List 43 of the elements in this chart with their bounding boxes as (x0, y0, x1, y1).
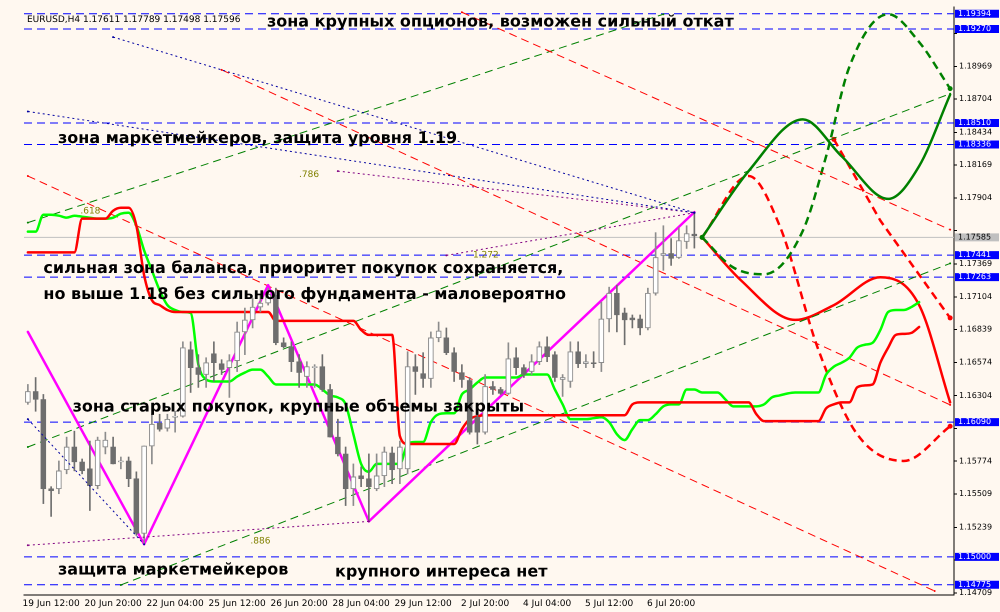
x-tick-label: 29 Jun 12:00 (394, 598, 452, 609)
annotation: 1.272 (472, 250, 499, 260)
ref-line-label: 1.18336 (958, 140, 992, 149)
ref-line-label: 1.19270 (958, 24, 992, 34)
y-tick-label: 1.16839 (959, 324, 992, 334)
annotation: крупного интереса нет (334, 561, 548, 580)
annotation: защита маркетмейкеров (58, 559, 288, 578)
annotation: .886 (250, 536, 271, 547)
x-tick-label: 2 Jul 20:00 (461, 598, 510, 609)
x-tick-label: 20 Jun 20:00 (84, 598, 142, 609)
x-tick-label: 4 Jul 04:00 (523, 598, 572, 609)
y-tick-label: 1.15239 (959, 522, 992, 532)
x-tick-label: 19 Jun 12:00 (22, 598, 80, 609)
ref-line-label: 1.14775 (958, 580, 992, 589)
y-tick-label: 1.18434 (959, 127, 992, 136)
y-tick-label: 1.16574 (959, 357, 992, 366)
ref-line-label: 1.17441 (958, 250, 992, 260)
text: EURUSD,H4 1.17611 1.17789 1.17498 1.17596 (27, 15, 241, 26)
annotation: зона крупных опционов, возможен сильный откат (266, 12, 734, 31)
x-tick-label: 6 Jul 20:00 (647, 598, 696, 609)
y-tick-label: 1.17904 (959, 192, 992, 202)
y-tick-label: 1.17104 (959, 292, 992, 301)
y-tick-label: 1.15509 (959, 489, 992, 498)
annotation: .786 (299, 170, 320, 180)
y-tick-label: 1.18969 (959, 61, 992, 70)
ref-line-label: 1.15000 (958, 552, 992, 561)
x-tick-label: 26 Jun 20:00 (270, 598, 328, 609)
y-tick-label: 1.18169 (959, 160, 992, 170)
x-tick-label: 22 Jun 04:00 (146, 598, 204, 609)
ref-line-label: 1.17263 (958, 272, 992, 282)
y-tick-label: 1.15774 (959, 456, 992, 466)
x-tick-label: 5 Jul 12:00 (585, 598, 634, 609)
ref-line-label: 1.18510 (958, 118, 992, 128)
y-tick-label: 1.17369 (959, 259, 992, 268)
ref-line-label: 1.16090 (958, 417, 992, 426)
y-tick-label: 1.16304 (959, 390, 992, 400)
y-tick-label: 1.14709 (959, 588, 992, 597)
annotation: .618 (80, 206, 101, 217)
x-tick-label: 28 Jun 04:00 (332, 598, 390, 609)
y-tick-label: 1.18704 (959, 94, 992, 104)
x-tick-label: 25 Jun 12:00 (208, 598, 266, 609)
ref-line-label: 1.19394 (958, 8, 992, 18)
ref-line-label: 1.17585 (958, 232, 992, 242)
